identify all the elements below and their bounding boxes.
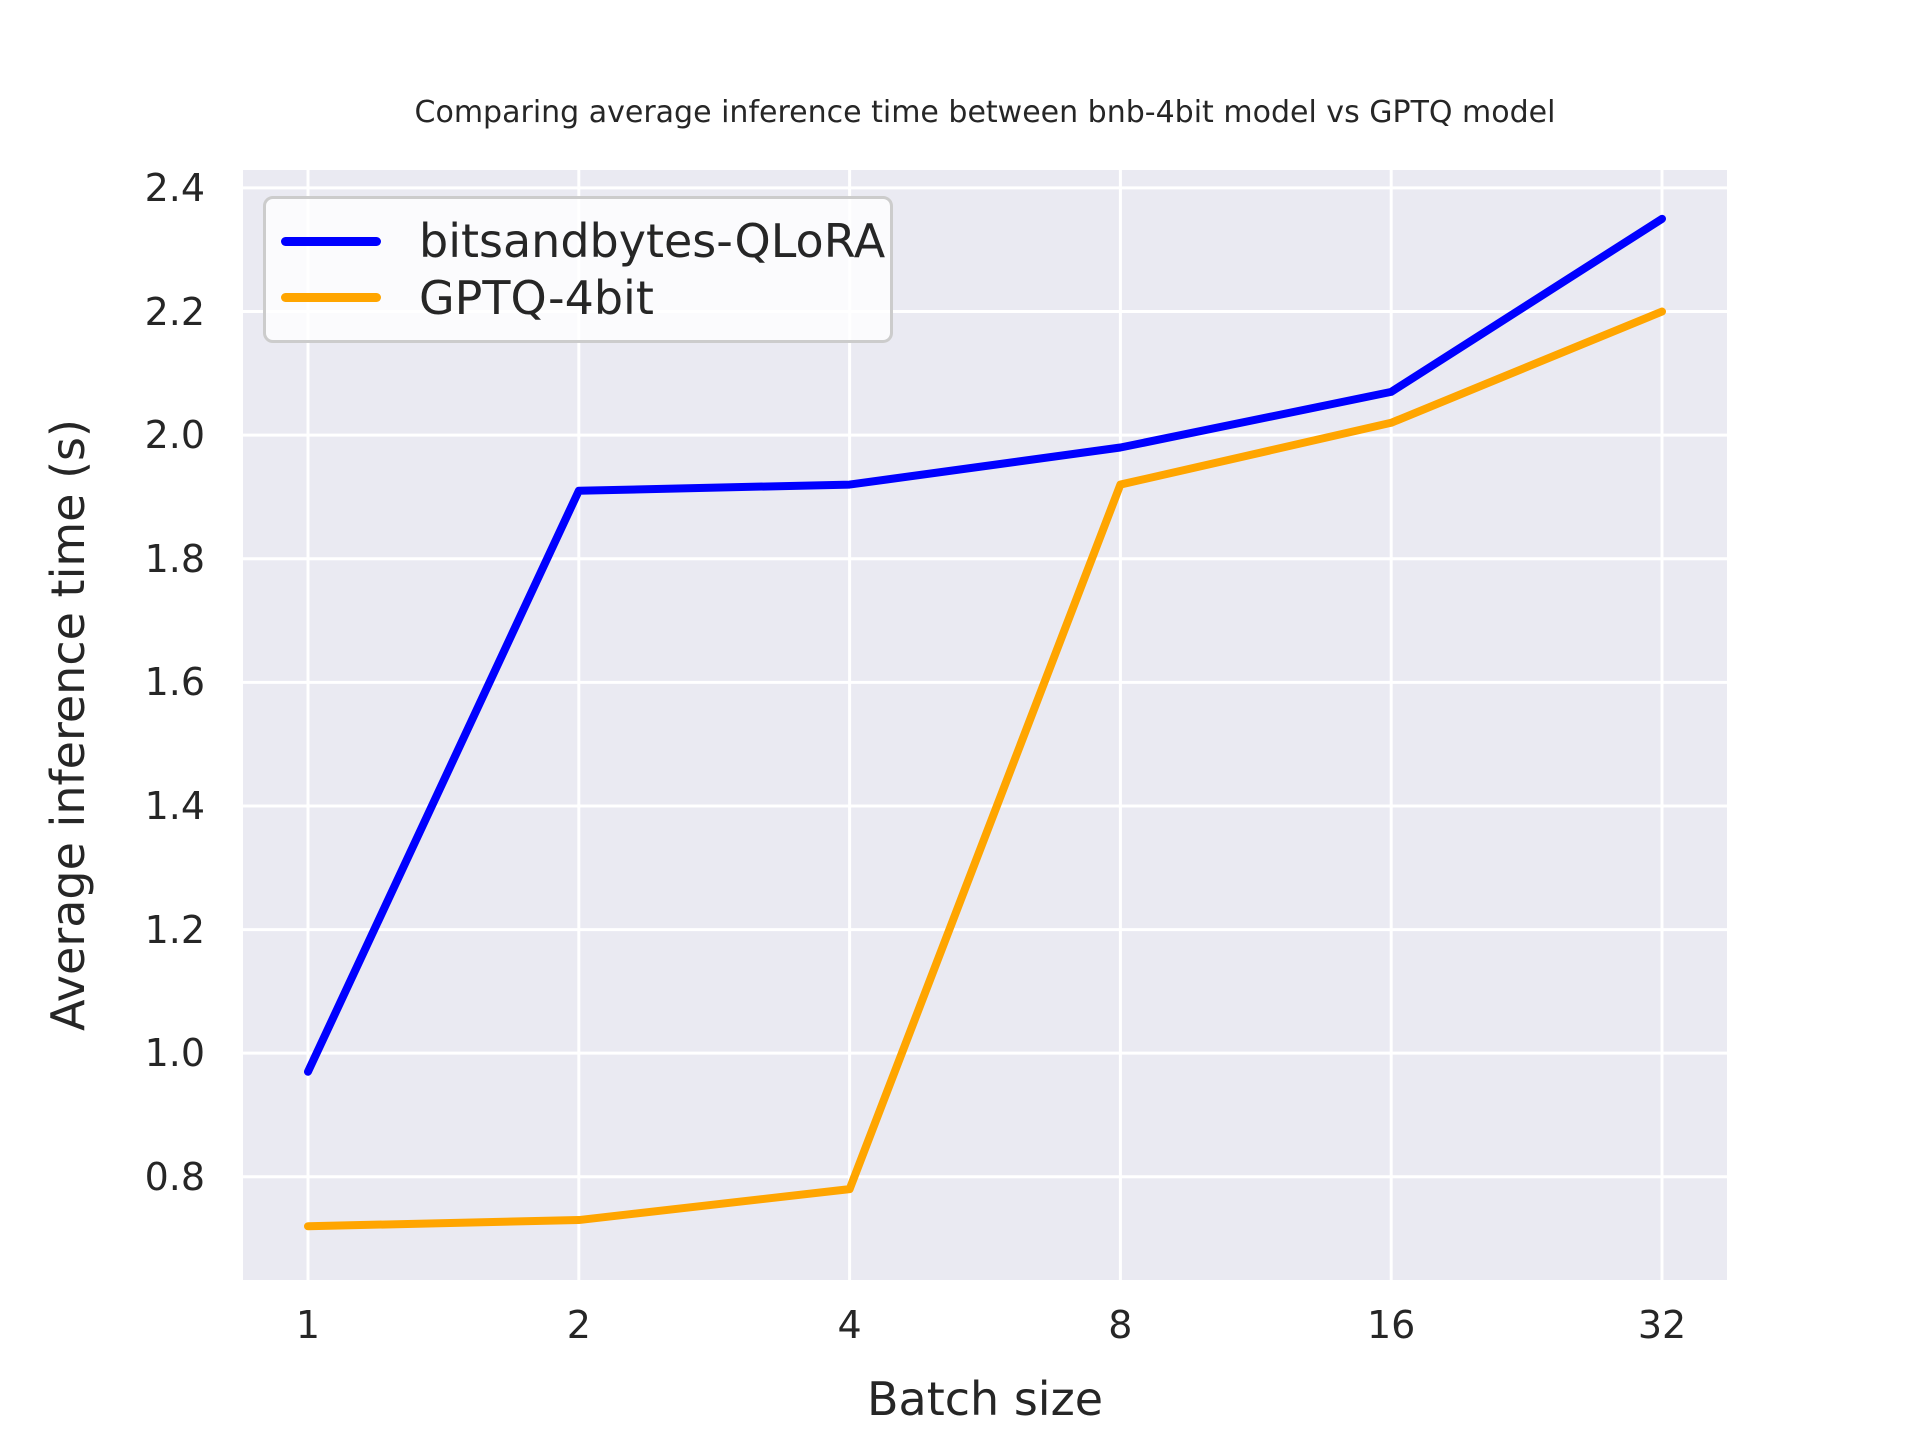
x-axis-label: Batch size [866,1372,1104,1426]
plot-canvas [243,170,1727,1280]
x-tick-label: 32 [1637,1303,1687,1347]
series-line-bitsandbytes-QLoRA [304,214,1666,1076]
y-tick-label: 1.8 [144,536,205,581]
legend-entry: GPTQ-4bit [281,270,872,326]
legend-label: GPTQ-4bit [419,270,654,325]
y-axis-label: Average inference time (s) [41,419,95,1031]
x-tick-label: 1 [295,1303,321,1347]
legend-swatch-blue-line [281,236,381,246]
legend-label: bitsandbytes-QLoRA [419,214,886,269]
x-tick-label: 4 [837,1303,862,1347]
y-tick-label: 1.6 [144,660,205,705]
y-tick-label: 0.8 [144,1154,205,1199]
x-tick-label: 16 [1367,1303,1416,1347]
x-tick-label: 8 [1108,1303,1133,1347]
chart-title: Comparing average inference time between… [414,95,1556,130]
plot-area [243,170,1727,1280]
y-tick-label: 2.0 [144,413,205,458]
y-tick-label: 1.2 [144,907,205,952]
legend-entry: bitsandbytes-QLoRA [281,213,885,269]
x-tick-label: 2 [566,1303,591,1347]
y-tick-label: 1.4 [144,783,205,828]
series-line-GPTQ-4bit [304,307,1666,1231]
y-tick-label: 1.0 [144,1031,205,1076]
legend-swatch-orange-line [281,293,381,303]
y-tick-label: 2.4 [144,165,205,210]
y-tick-label: 2.2 [144,289,205,334]
legend: bitsandbytes-QLoRA GPTQ-4bit [263,196,893,343]
